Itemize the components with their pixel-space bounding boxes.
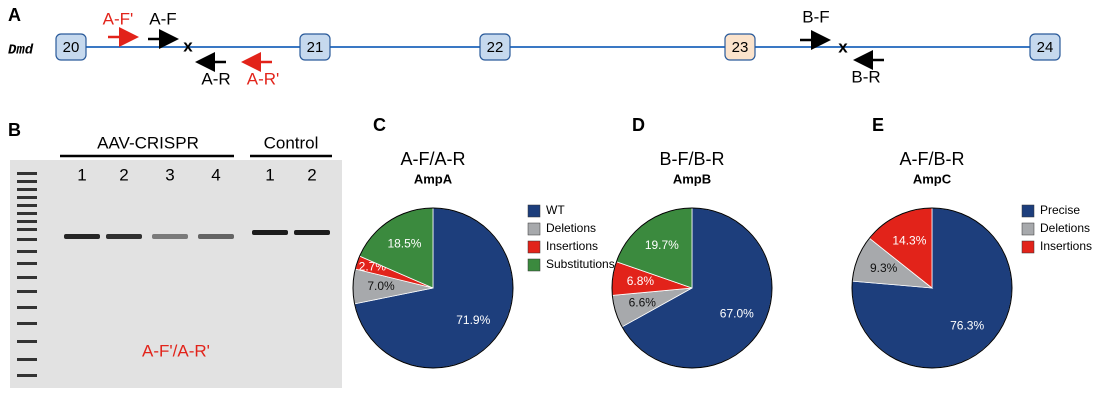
exon-label: 23 [732,39,749,56]
panel-letter: E [872,115,884,135]
legend-swatch [1022,223,1034,235]
chart-subtitle: AmpB [673,171,711,186]
ladder-band [17,374,37,377]
chart-title: A-F/A-R [401,149,466,169]
dna-band [252,230,288,235]
exon-label: 22 [487,39,504,56]
ladder-band [17,188,37,191]
legend-label: Substitutions [546,257,615,271]
value-label: 9.3% [870,261,898,275]
ladder-band [17,228,37,231]
exon-label: 20 [63,39,80,56]
ladder-band [17,204,37,207]
pie-charts: CA-F/A-RAmpA71.9%7.0%2.7%18.5%WTDeletion… [353,115,1092,368]
ladder-band [17,358,37,361]
exon-label: 24 [1037,39,1054,56]
legend-label: Insertions [1040,239,1092,253]
ladder-band [17,196,37,199]
lane-label: 4 [211,165,220,184]
cut-mark: x [838,37,848,56]
value-label: 14.3% [892,233,926,247]
primer-label: B-F [802,7,829,26]
value-label: 67.0% [720,307,754,321]
gene-label: Dmd [8,43,34,59]
legend-swatch [528,205,540,217]
chart-subtitle: AmpA [414,171,453,186]
ladder-band [17,220,37,223]
value-label: 19.7% [645,238,679,252]
legend-swatch [528,241,540,253]
ladder-band [17,250,37,253]
ladder-band [17,306,37,309]
primer-label: A-R' [247,69,280,88]
lane-label: 2 [119,165,128,184]
panel-letter: D [632,115,645,135]
legend-swatch [1022,241,1034,253]
legend-label: WT [546,203,565,217]
panel-letter: A [8,5,21,25]
panel-letter: C [373,115,386,135]
value-label: 6.8% [627,274,655,288]
value-label: 7.0% [367,279,395,293]
ladder-band [17,276,37,279]
dna-band [294,230,330,235]
ladder-band [17,180,37,183]
group-label: AAV-CRISPR [97,133,199,152]
legend-swatch [528,223,540,235]
ladder-band [17,212,37,215]
panel-letter: B [8,120,21,140]
dna-band [198,234,234,239]
lane-label: 1 [265,165,274,184]
primer-label: A-F [149,9,176,28]
value-label: 6.6% [629,296,657,310]
primer-pair: A-F'/A-R' [142,341,210,360]
ladder-band [17,172,37,175]
ladder-band [17,238,37,241]
ladder-band [17,262,37,265]
primer-label: A-F' [103,9,134,28]
primer-label: B-R [851,67,880,86]
chart-title: A-F/B-R [900,149,965,169]
ladder-band [17,322,37,325]
dna-band [152,234,188,239]
ladder-band [17,290,37,293]
value-label: 76.3% [950,318,984,332]
lane-label: 2 [307,165,316,184]
lane-label: 1 [77,165,86,184]
legend-label: Deletions [546,221,596,235]
ladder-band [17,340,37,343]
legend-label: Insertions [546,239,598,253]
value-label: 71.9% [456,313,490,327]
legend-swatch [1022,205,1034,217]
cut-mark: x [183,36,193,55]
legend-label: Deletions [1040,221,1090,235]
legend-label: Precise [1040,203,1080,217]
dna-band [106,234,142,239]
figure: A Dmd 2021222324 A-F' A-F x A-R A-R' B-F… [0,0,1108,388]
chart-title: B-F/B-R [660,149,725,169]
value-label: 18.5% [387,237,421,251]
legend-swatch [528,259,540,271]
chart-subtitle: AmpC [913,171,952,186]
exon-label: 21 [307,39,324,56]
primer-label: A-R [201,69,230,88]
lane-label: 3 [165,165,174,184]
group-label: Control [264,133,319,152]
dna-band [64,234,100,239]
